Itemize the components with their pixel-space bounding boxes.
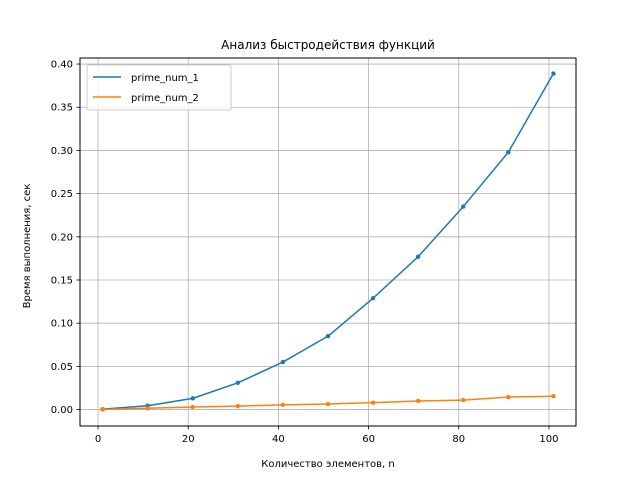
data-point-prime_num_2: [280, 402, 286, 408]
plot-area-frame: [79, 57, 577, 427]
x-tick-label: 20: [182, 434, 195, 445]
data-point-prime_num_2: [551, 393, 556, 399]
data-point-prime_num_2: [415, 398, 421, 404]
x-axis-label: Количество элементов, n: [261, 459, 394, 470]
x-tick-label: 0: [95, 434, 101, 445]
legend: prime_num_1 prime_num_2: [86, 64, 232, 111]
data-point-prime_num_2: [325, 401, 331, 407]
data-point-prime_num_1: [551, 71, 556, 76]
data-point-prime_num_1: [235, 380, 241, 386]
data-point-prime_num_2: [370, 400, 376, 405]
y-tick-label: 0.15: [51, 276, 73, 287]
data-point-prime_num_2: [461, 397, 466, 403]
data-point-prime_num_2: [145, 406, 150, 411]
data-point-prime_num_1: [280, 359, 286, 365]
y-axis-label: Время выполнения, сек: [22, 184, 33, 309]
y-tick-label: 0.00: [51, 405, 73, 416]
y-tick-label: 0.35: [51, 103, 73, 114]
y-tick-label: 0.25: [51, 189, 73, 200]
series-layer: [100, 71, 556, 412]
legend-box: [86, 64, 232, 111]
y-tick-label: 0.05: [51, 362, 73, 373]
x-tick-label: 40: [272, 434, 285, 445]
chart-title: Анализ быстродействия функций: [221, 38, 435, 52]
y-tick-label: 0.20: [51, 232, 73, 243]
data-point-prime_num_1: [415, 254, 421, 259]
y-tick-label: 0.10: [51, 319, 73, 330]
x-axis-ticks: 0 20 40 60 80 100: [95, 426, 558, 445]
y-tick-label: 0.30: [51, 146, 73, 157]
legend-label-prime_num_1: prime_num_1: [131, 73, 199, 84]
x-tick-label: 80: [452, 434, 465, 445]
data-point-prime_num_1: [461, 204, 466, 209]
x-tick-label: 60: [362, 434, 375, 445]
y-axis-ticks: 0.00 0.05 0.10 0.15 0.20 0.25 0.30 0.35 0.40: [51, 60, 80, 416]
y-tick-label: 0.40: [51, 60, 73, 71]
grid-lines: [80, 58, 576, 426]
data-point-prime_num_1: [325, 333, 331, 339]
data-point-prime_num_2: [190, 404, 195, 410]
data-point-prime_num_1: [190, 396, 195, 401]
data-point-prime_num_2: [235, 403, 241, 409]
data-point-prime_num_2: [506, 394, 511, 400]
data-point-prime_num_1: [506, 149, 511, 155]
x-tick-label: 100: [539, 434, 558, 445]
data-point-prime_num_1: [370, 295, 376, 301]
data-point-prime_num_2: [100, 407, 105, 412]
legend-label-prime_num_2: prime_num_2: [131, 93, 199, 104]
